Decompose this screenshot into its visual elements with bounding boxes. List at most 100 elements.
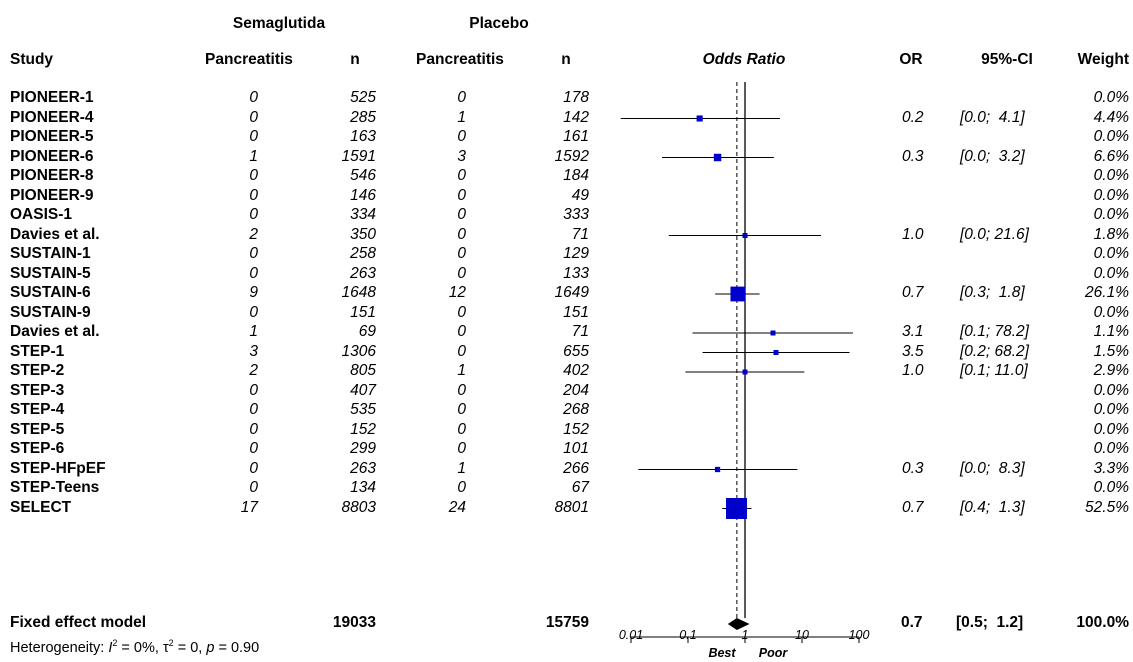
- n-control-cell: 101: [563, 440, 589, 457]
- n-treatment-cell: 1648: [341, 284, 376, 301]
- events-control-cell: 0: [457, 401, 466, 418]
- effect-square: [742, 369, 748, 375]
- weight-cell: 2.9%: [1093, 362, 1129, 379]
- events-treatment-cell: 0: [249, 108, 258, 126]
- study-name: SUSTAIN-5: [10, 264, 91, 282]
- weight-cell: 0.0%: [1093, 128, 1129, 145]
- events-treatment-cell: 0: [249, 128, 258, 145]
- column-header-events-treatment: Pancreatitis: [205, 51, 293, 68]
- or-cell: 0.3: [902, 147, 924, 165]
- or-cell: 0.3: [902, 459, 924, 477]
- events-control-cell: 0: [457, 225, 466, 243]
- events-treatment-cell: 2: [249, 225, 258, 243]
- study-name: STEP-2: [10, 362, 65, 379]
- column-header-events-control: Pancreatitis: [416, 51, 504, 68]
- events-control-cell: 0: [457, 206, 466, 223]
- or-cell: 1.0: [902, 362, 924, 379]
- ci-cell: [0.1; 78.2]: [960, 323, 1029, 340]
- events-treatment-cell: 0: [249, 245, 258, 262]
- n-treatment-cell: 146: [350, 186, 376, 204]
- events-control-cell: 24: [448, 498, 466, 516]
- column-header-ci: 95%-CI: [981, 51, 1033, 68]
- summary-weight: 100.0%: [1076, 614, 1129, 631]
- effect-square: [773, 350, 779, 355]
- effect-square: [713, 153, 722, 162]
- or-cell: 0.7: [902, 498, 924, 516]
- column-header-n-treatment: n: [350, 51, 360, 68]
- n-control-cell: 1649: [554, 284, 589, 301]
- summary-n-control: 15759: [545, 614, 589, 631]
- weight-cell: 0.0%: [1093, 420, 1129, 438]
- events-treatment-cell: 3: [249, 342, 258, 360]
- n-treatment-cell: 1591: [341, 147, 376, 165]
- events-control-cell: 0: [457, 420, 466, 438]
- study-name: SELECT: [10, 498, 72, 516]
- n-treatment-cell: 1306: [341, 342, 376, 360]
- ci-cell: [0.2; 68.2]: [960, 342, 1029, 360]
- n-control-cell: 8801: [554, 498, 589, 516]
- effect-square: [696, 115, 703, 122]
- n-treatment-cell: 334: [350, 206, 376, 223]
- tau-symbol: τ: [162, 639, 169, 656]
- weight-cell: 6.6%: [1093, 147, 1129, 165]
- summary-label: Fixed effect model: [10, 614, 147, 631]
- events-treatment-cell: 0: [249, 167, 258, 184]
- events-control-cell: 0: [457, 381, 466, 399]
- study-name: PIONEER-8: [10, 167, 94, 184]
- x-axis-tick-label: 100: [848, 628, 870, 642]
- x-axis-tick-label: 0.1: [679, 628, 697, 642]
- weight-cell: 0.0%: [1093, 186, 1129, 204]
- summary-ci: [0.5; 1.2]: [956, 614, 1024, 631]
- study-name: Davies et al.: [10, 225, 100, 243]
- n-treatment-cell: 546: [350, 167, 376, 184]
- events-control-cell: 0: [457, 167, 466, 184]
- events-control-cell: 12: [448, 284, 466, 301]
- weight-cell: 1.8%: [1093, 225, 1129, 243]
- events-treatment-cell: 0: [249, 401, 258, 418]
- events-treatment-cell: 0: [249, 303, 258, 321]
- i2-symbol: I: [108, 639, 113, 656]
- i2-value: = 0%,: [117, 639, 163, 656]
- n-control-cell: 184: [563, 167, 589, 184]
- n-treatment-cell: 8803: [341, 498, 376, 516]
- study-name: STEP-Teens: [10, 479, 100, 496]
- events-treatment-cell: 0: [249, 206, 258, 223]
- effect-square: [730, 286, 746, 302]
- study-name: STEP-4: [10, 401, 65, 418]
- weight-cell: 26.1%: [1085, 284, 1129, 301]
- events-treatment-cell: 0: [249, 381, 258, 399]
- n-treatment-cell: 263: [350, 459, 376, 477]
- weight-cell: 0.0%: [1093, 303, 1129, 321]
- weight-cell: 0.0%: [1093, 206, 1129, 223]
- n-control-cell: 161: [563, 128, 589, 145]
- ci-cell: [0.4; 1.3]: [960, 498, 1025, 516]
- effect-square: [770, 330, 776, 336]
- n-control-cell: 71: [571, 225, 589, 243]
- events-control-cell: 1: [457, 362, 466, 379]
- x-axis-right-label: Poor: [758, 646, 788, 660]
- weight-cell: 1.5%: [1093, 342, 1129, 360]
- group-header-control: Placebo: [469, 15, 529, 32]
- study-name: SUSTAIN-9: [10, 303, 91, 321]
- n-control-cell: 402: [563, 362, 589, 379]
- n-control-cell: 266: [563, 459, 589, 477]
- ci-cell: [0.1; 11.0]: [960, 362, 1028, 379]
- study-name: PIONEER-4: [10, 108, 94, 126]
- n-control-cell: 178: [563, 89, 589, 106]
- n-treatment-cell: 258: [350, 245, 376, 262]
- ci-cell: [0.3; 1.8]: [960, 284, 1025, 301]
- study-name: Davies et al.: [10, 323, 100, 340]
- effect-square: [726, 498, 748, 519]
- events-treatment-cell: 1: [249, 323, 258, 340]
- events-treatment-cell: 0: [249, 459, 258, 477]
- or-cell: 3.1: [902, 323, 924, 340]
- x-axis-tick-label: 0.01: [618, 628, 644, 642]
- or-cell: 0.2: [902, 108, 924, 126]
- ci-cell: [0.0; 4.1]: [960, 108, 1025, 126]
- n-treatment-cell: 299: [350, 440, 376, 457]
- events-control-cell: 0: [457, 479, 466, 496]
- n-treatment-cell: 152: [350, 420, 376, 438]
- study-name: PIONEER-5: [10, 128, 94, 145]
- p-value: = 0.90: [214, 639, 260, 656]
